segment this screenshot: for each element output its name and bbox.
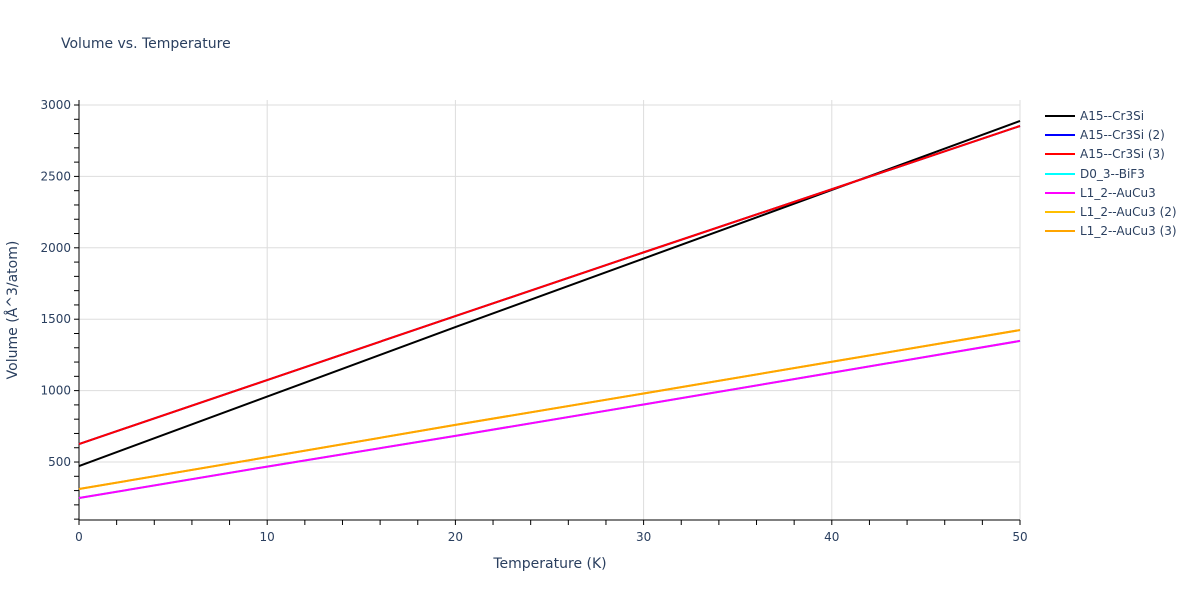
y-tick-label: 500 (48, 455, 71, 469)
legend-item[interactable]: A15--Cr3Si (1045, 106, 1177, 125)
legend-line-icon (1045, 211, 1075, 214)
x-tick-label: 10 (260, 530, 275, 544)
legend-label: A15--Cr3Si (1080, 108, 1145, 123)
y-axis-title: Volume (Å^3/atom) (4, 241, 21, 380)
legend-label: L1_2--AuCu3 (3) (1080, 224, 1177, 239)
chart-title: Volume vs. Temperature (61, 36, 231, 52)
legend-line-icon (1045, 191, 1075, 194)
x-tick-label: 0 (75, 530, 83, 544)
legend: A15--Cr3Si A15--Cr3Si (2) A15--Cr3Si (3) D0… (1045, 106, 1177, 241)
legend-line-icon (1045, 230, 1075, 233)
legend-label: L1_2--AuCu3 (2) (1080, 205, 1177, 220)
x-tick-label: 50 (1012, 530, 1027, 544)
legend-line-icon (1045, 172, 1075, 175)
legend-item[interactable]: A15--Cr3Si (2) (1045, 125, 1177, 144)
x-tick-label: 40 (824, 530, 839, 544)
legend-item[interactable]: L1_2--AuCu3 (1045, 183, 1177, 202)
y-tick-label: 2500 (40, 169, 71, 183)
legend-item[interactable]: L1_2--AuCu3 (2) (1045, 202, 1177, 221)
series-line (78, 125, 1021, 445)
legend-item[interactable]: A15--Cr3Si (3) (1045, 145, 1177, 164)
series-line (78, 339, 1021, 499)
series-line (78, 329, 1021, 490)
legend-label: D0_3--BiF3 (1080, 166, 1145, 181)
legend-line-icon (1045, 133, 1075, 136)
x-tick-label: 20 (448, 530, 463, 544)
legend-line-icon (1045, 153, 1075, 156)
legend-label: A15--Cr3Si (3) (1080, 147, 1165, 162)
legend-item[interactable]: L1_2--AuCu3 (3) (1045, 222, 1177, 241)
y-tick-label: 3000 (40, 98, 71, 112)
axes: 0 10 20 30 40 50 500 1000 1500 2000 2500 3000 (40, 98, 1027, 544)
x-tick-label: 30 (636, 530, 651, 544)
y-tick-label: 2000 (40, 241, 71, 255)
legend-label: L1_2--AuCu3 (1080, 185, 1156, 200)
legend-item[interactable]: D0_3--BiF3 (1045, 164, 1177, 183)
gridlines (79, 100, 1021, 520)
data-lines (78, 120, 1021, 499)
legend-line-icon (1045, 114, 1075, 117)
legend-label: A15--Cr3Si (2) (1080, 127, 1165, 142)
y-tick-label: 1500 (40, 312, 71, 326)
y-tick-label: 1000 (40, 384, 71, 398)
x-axis-title: Temperature (K) (492, 556, 606, 572)
